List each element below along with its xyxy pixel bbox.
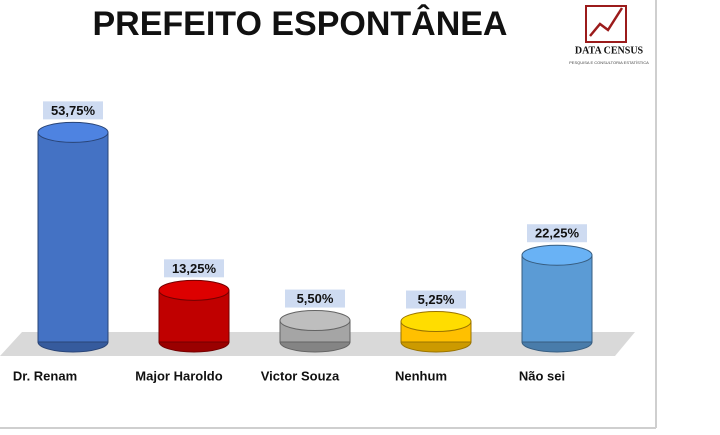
logo: DATA CENSUS PESQUISA E CONSULTORIA ESTAT… bbox=[569, 5, 649, 65]
x-tick-label: Victor Souza bbox=[261, 368, 340, 383]
value-label-bg bbox=[43, 101, 103, 120]
x-tick-label: Major Haroldo bbox=[135, 368, 222, 383]
x-tick-label: Dr. Renam bbox=[13, 368, 77, 383]
value-label: 22,25% bbox=[535, 226, 580, 241]
cylinder-top bbox=[37, 121, 109, 143]
value-label-bg bbox=[527, 224, 587, 243]
value-label-bg bbox=[406, 290, 466, 309]
logo-tagline: PESQUISA E CONSULTORIA ESTATÍSTICA bbox=[569, 60, 649, 65]
logo-arrow bbox=[589, 7, 624, 37]
value-label-bg bbox=[285, 289, 345, 308]
logo-name: DATA CENSUS bbox=[575, 45, 644, 56]
logo-frame bbox=[585, 5, 627, 43]
cylinder-top bbox=[521, 244, 593, 266]
bar bbox=[521, 254, 593, 343]
value-label: 53,75% bbox=[51, 103, 96, 118]
cylinder-top bbox=[400, 311, 472, 333]
value-label-bg bbox=[164, 259, 224, 278]
cylinder-top bbox=[158, 279, 230, 301]
value-label: 5,25% bbox=[418, 292, 455, 307]
x-tick-label: Nenhum bbox=[395, 368, 447, 383]
value-label: 13,25% bbox=[172, 261, 217, 276]
value-label: 5,50% bbox=[297, 291, 334, 306]
cylinder-top bbox=[279, 310, 351, 332]
bar bbox=[37, 131, 109, 343]
x-tick-label: Não sei bbox=[519, 368, 565, 383]
chart-title: PREFEITO ESPONTÂNEA bbox=[93, 5, 508, 43]
